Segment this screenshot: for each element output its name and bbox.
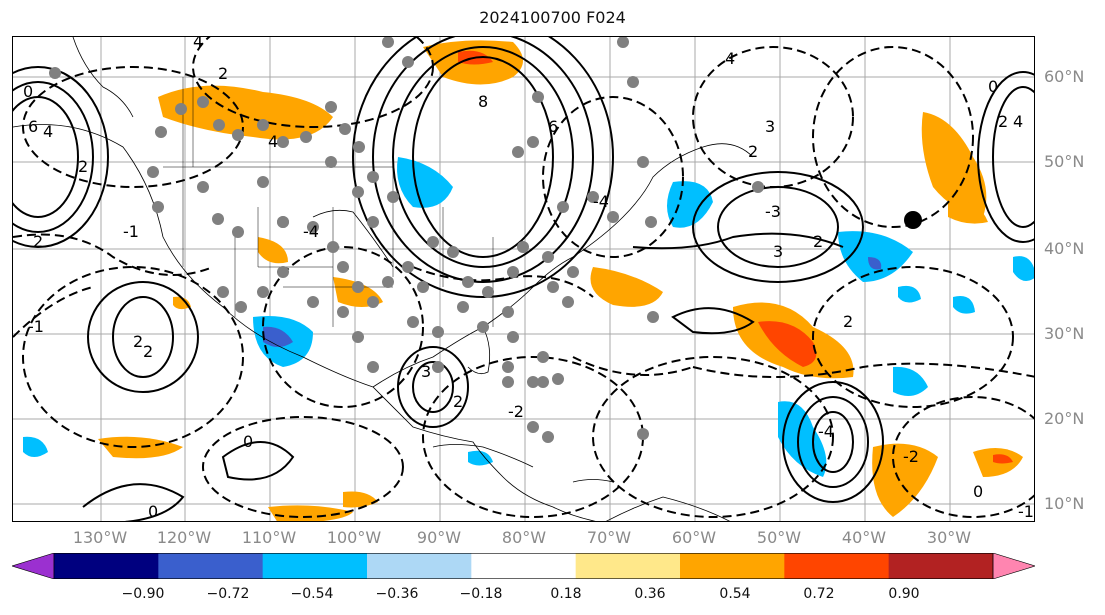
center-marker — [904, 211, 922, 229]
contour-label: 2 — [143, 342, 153, 361]
colorbar-tick: 0.54 — [719, 586, 751, 602]
contour-label: 3 — [773, 242, 783, 261]
contour-label: 2 — [133, 332, 143, 351]
colorbar-tick: −0.72 — [206, 586, 250, 602]
colorbar-segment — [888, 553, 994, 579]
lon-label: 90°W — [416, 528, 462, 547]
colorbar-tick: −0.54 — [290, 586, 334, 602]
contour-label: 2 — [813, 232, 823, 251]
contour-label: 2 — [843, 312, 853, 331]
contour-label: 3 — [765, 117, 775, 136]
map-panel: 4 2 0 -1 2 3 -3 4 2 2 2 6 8 -4 4 2 0 3 2… — [12, 36, 1035, 522]
colorbar — [12, 553, 1035, 579]
contour-label: -1 — [1018, 502, 1034, 521]
colorbar-tick: −0.36 — [375, 586, 419, 602]
contour-label: 6 — [548, 117, 558, 136]
colorbar-segment — [367, 553, 472, 579]
contour-label-group: 4 2 0 -1 2 3 -3 4 2 2 2 6 8 -4 4 2 0 3 2… — [23, 37, 1034, 521]
lat-label: 10°N — [1044, 494, 1085, 513]
lat-label: 60°N — [1044, 67, 1085, 86]
lat-label: 40°N — [1044, 239, 1085, 258]
colorbar-extend-low — [12, 553, 55, 579]
lon-label: 130°W — [72, 528, 128, 547]
lon-label: 80°W — [501, 528, 547, 547]
contour-label: -1 — [123, 222, 139, 241]
contour-label: -4 — [303, 222, 319, 241]
contour-label: -2 — [508, 402, 524, 421]
contour-label: 0 — [973, 482, 983, 501]
contour-label: 2 — [33, 232, 43, 251]
contour-label: 8 — [478, 92, 488, 111]
map-canvas: 4 2 0 -1 2 3 -3 4 2 2 2 6 8 -4 4 2 0 3 2… — [13, 37, 1034, 521]
contour-label: -2 — [903, 447, 919, 466]
station-markers — [49, 37, 764, 443]
colorbar-segment — [262, 553, 368, 579]
contour-label: 2 — [78, 157, 88, 176]
contour-label: 0 — [988, 77, 998, 96]
colorbar-segment — [784, 553, 890, 579]
map-title: 2024100700 F024 — [479, 8, 626, 27]
contour-label: 2 — [453, 392, 463, 411]
lat-label: 20°N — [1044, 409, 1085, 428]
colorbar-tick: 0.36 — [634, 586, 666, 602]
lon-label: 110°W — [241, 528, 297, 547]
contour-label: -3 — [765, 202, 781, 221]
contour-label: 6 — [28, 117, 38, 136]
lon-label: 30°W — [926, 528, 972, 547]
lon-label: 40°W — [841, 528, 887, 547]
colorbar-segment — [680, 553, 785, 579]
colorbar-outline — [53, 553, 994, 579]
lon-label: 50°W — [756, 528, 802, 547]
colorbar-segment — [54, 553, 159, 579]
lon-label: 100°W — [326, 528, 382, 547]
colorbar-segment — [158, 553, 264, 579]
contour-label: 4 — [43, 122, 53, 141]
contour-label: 4 — [193, 37, 203, 51]
lon-label: 70°W — [586, 528, 632, 547]
colorbar-tick: 0.18 — [550, 586, 582, 602]
colorbar-tick: 0.72 — [803, 586, 835, 602]
contour-label: 3 — [421, 362, 431, 381]
contours-positive — [13, 37, 1034, 521]
contour-label: 4 — [1013, 112, 1023, 131]
colorbar-tick: −0.90 — [121, 586, 165, 602]
contours-negative — [13, 37, 1034, 518]
contour-label: 0 — [23, 82, 33, 101]
colorbar-extend-high — [992, 553, 1035, 579]
lat-label: 50°N — [1044, 152, 1085, 171]
contour-label: -4 — [593, 192, 609, 211]
lon-label: 60°W — [671, 528, 717, 547]
colorbar-segment — [471, 553, 577, 579]
contour-label: 2 — [218, 64, 228, 83]
contour-label: -4 — [818, 422, 834, 441]
colorbar-tick: 0.90 — [888, 586, 920, 602]
contour-label: 0 — [148, 502, 158, 521]
contour-label: 0 — [243, 432, 253, 451]
contour-label: 2 — [748, 142, 758, 161]
lon-label: 120°W — [156, 528, 212, 547]
contour-label: 4 — [725, 49, 735, 68]
colorbar-segment — [575, 553, 681, 579]
contour-label: 2 — [998, 112, 1008, 131]
colorbar-tick: −0.18 — [459, 586, 503, 602]
lat-label: 30°N — [1044, 324, 1085, 343]
contour-label: 4 — [268, 132, 278, 151]
contour-label: -1 — [28, 317, 44, 336]
